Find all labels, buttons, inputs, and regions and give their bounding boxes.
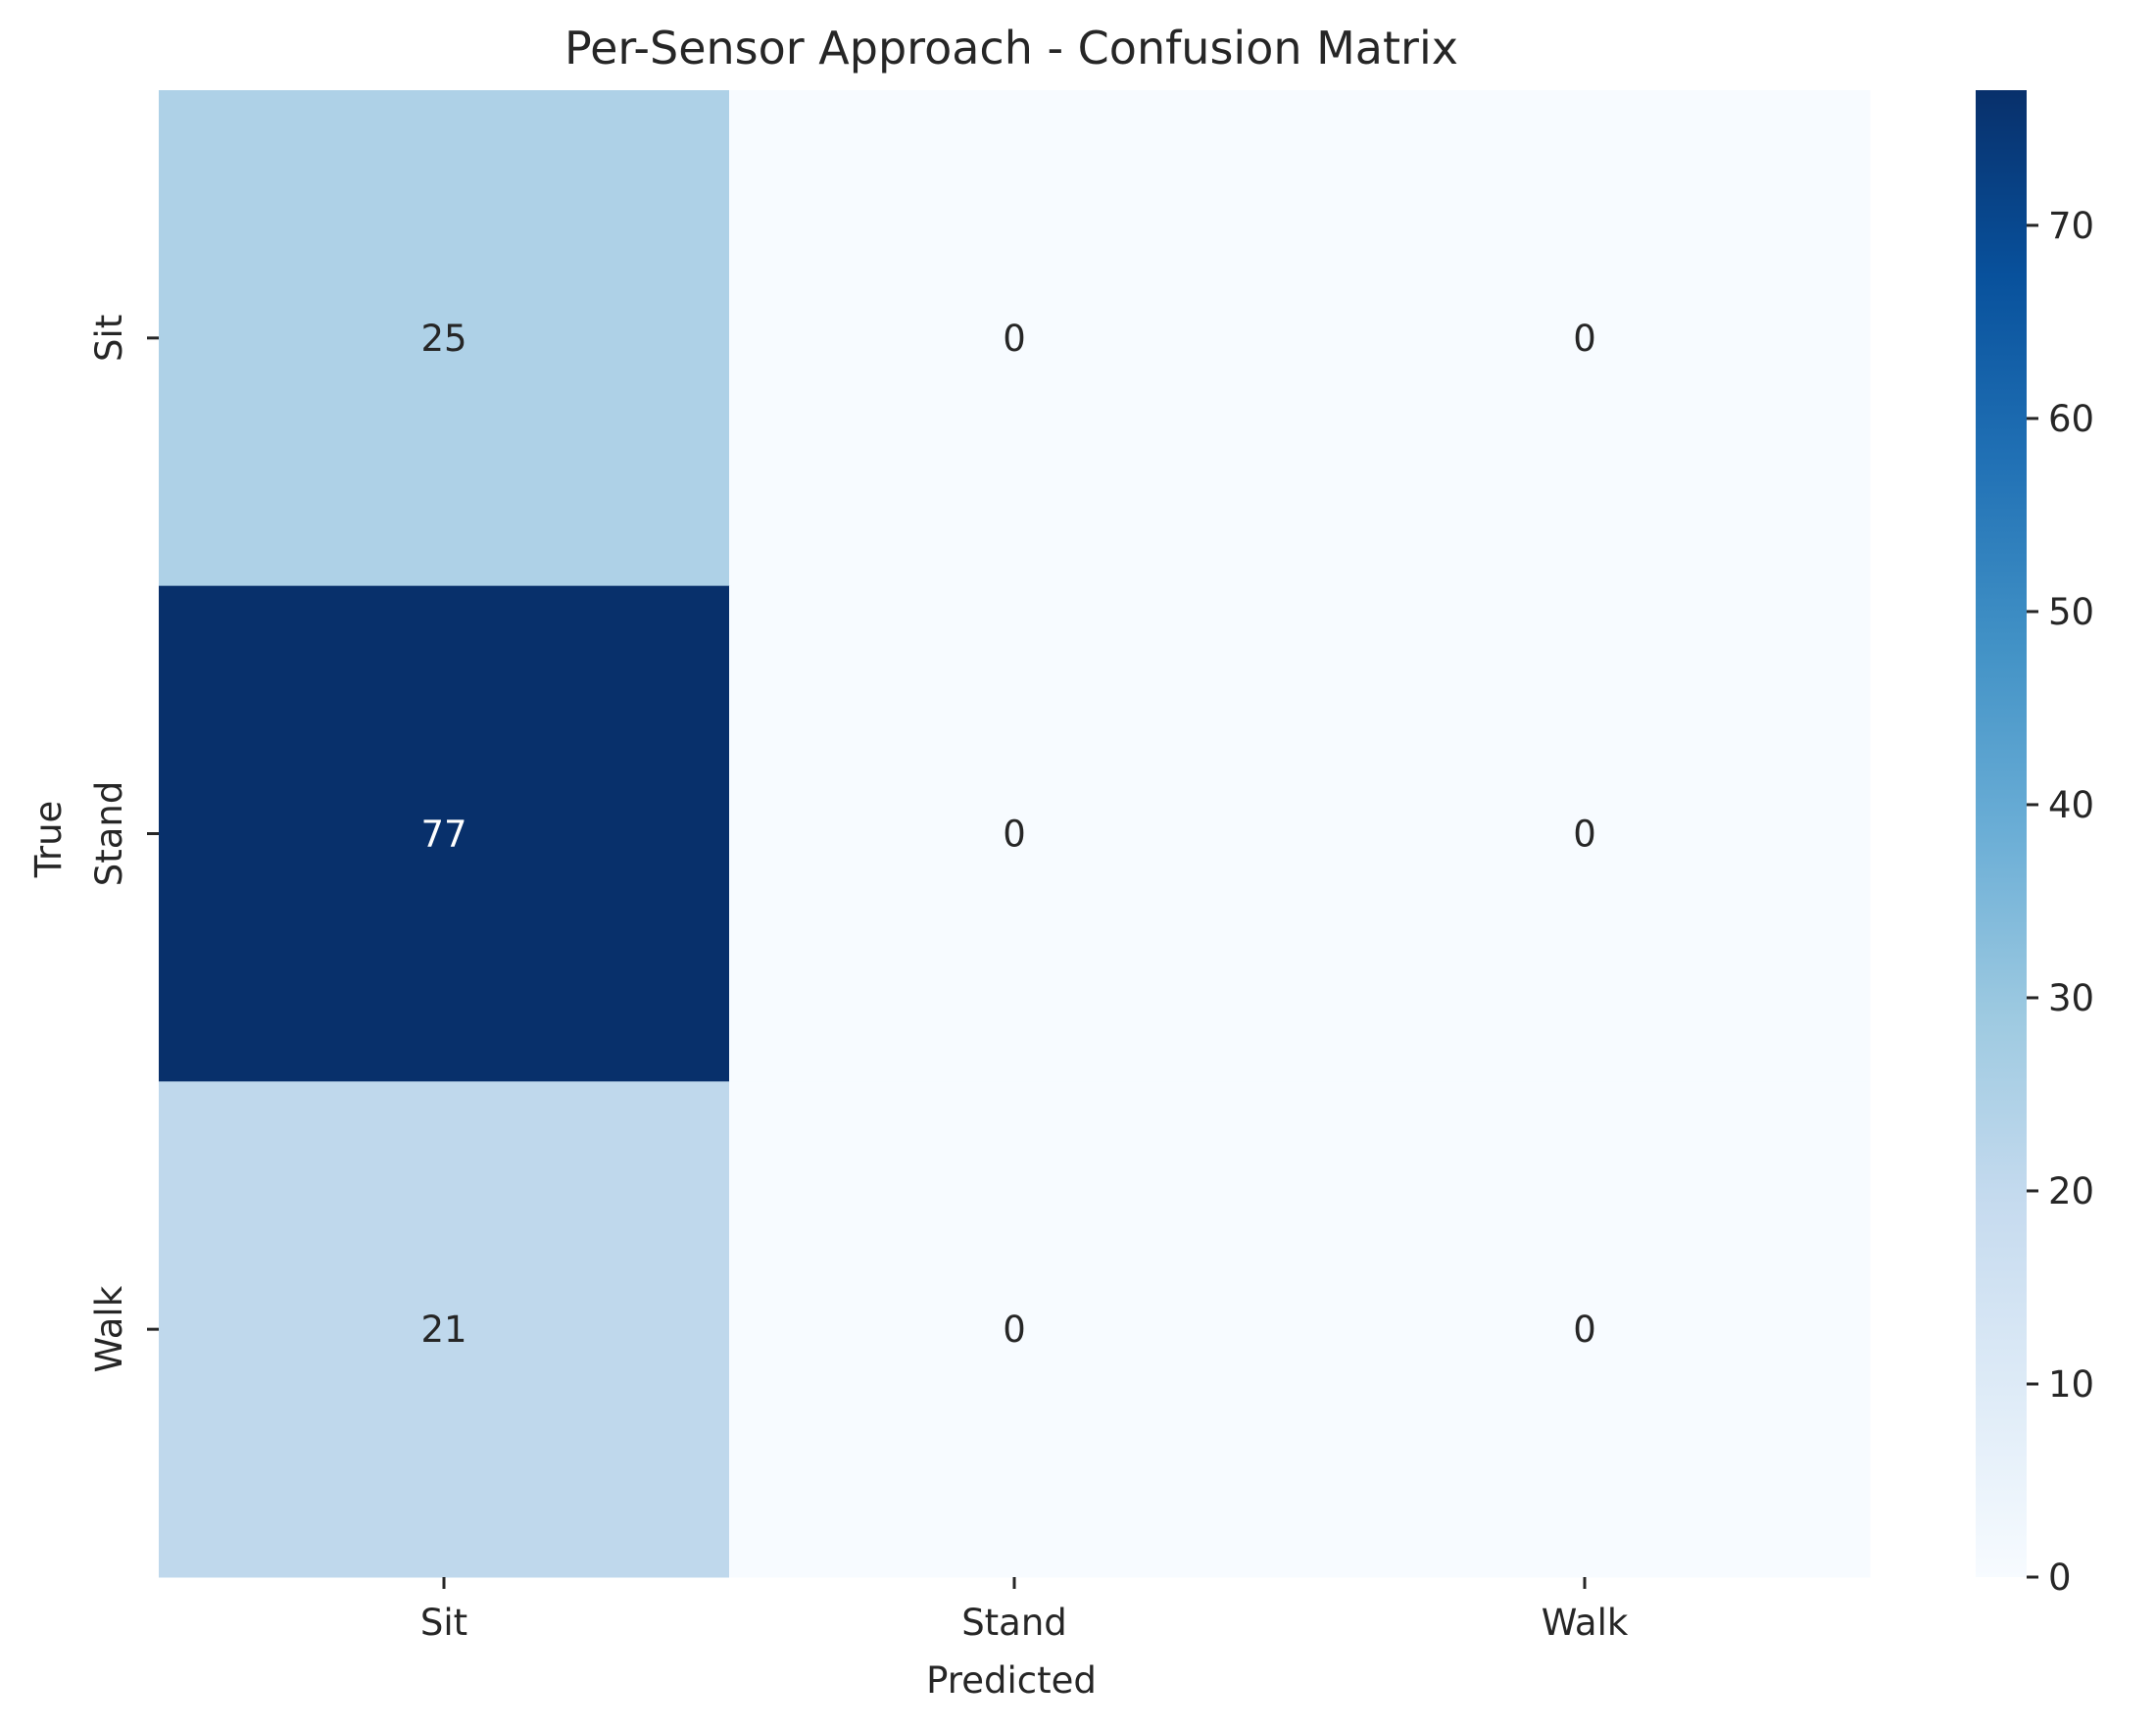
heatmap-cell xyxy=(1299,1081,1871,1578)
cell-value-label: 0 xyxy=(1003,814,1026,856)
colorbar xyxy=(1976,90,2027,1577)
y-tick-label: Sit xyxy=(88,315,130,362)
cell-value-label: 0 xyxy=(1003,1309,1026,1351)
chart-title: Per-Sensor Approach - Confusion Matrix xyxy=(564,22,1458,74)
heatmap-cell xyxy=(159,585,730,1082)
cell-value-label: 0 xyxy=(1573,318,1596,360)
colorbar-ticks: 0 10 20 30 40 50 60 70 xyxy=(2027,205,2094,1599)
heatmap-cell xyxy=(1299,90,1871,587)
cell-value-label: 25 xyxy=(420,318,466,360)
x-axis-ticks: Sit Stand Walk xyxy=(420,1577,1629,1644)
heatmap-cell xyxy=(729,585,1300,1082)
heatmap-cell xyxy=(729,90,1300,587)
cell-value-label: 0 xyxy=(1573,814,1596,856)
colorbar-tick-label: 10 xyxy=(2048,1363,2094,1406)
heatmap-cell xyxy=(729,1081,1300,1578)
colorbar-tick-label: 50 xyxy=(2048,591,2094,633)
x-tick-label: Stand xyxy=(961,1602,1067,1644)
x-tick-label: Sit xyxy=(420,1602,467,1644)
y-axis-ticks: Sit Stand Walk xyxy=(88,315,159,1372)
heatmap-cell xyxy=(159,90,730,587)
y-tick-label: Stand xyxy=(88,781,130,887)
colorbar-tick-label: 20 xyxy=(2048,1170,2094,1212)
cell-value-label: 0 xyxy=(1573,1309,1596,1351)
colorbar-tick-label: 30 xyxy=(2048,977,2094,1019)
x-axis-label: Predicted xyxy=(926,1659,1097,1702)
heatmap-annotations: 25 0 0 77 0 0 21 0 0 xyxy=(420,318,1595,1351)
y-tick-label: Walk xyxy=(88,1285,130,1372)
colorbar-tick-label: 60 xyxy=(2048,398,2094,440)
cell-value-label: 77 xyxy=(420,814,466,856)
heatmap-cells xyxy=(159,90,1871,1578)
colorbar-tick-label: 0 xyxy=(2048,1557,2072,1599)
heatmap-cell xyxy=(1299,585,1871,1082)
cell-value-label: 0 xyxy=(1003,318,1026,360)
colorbar-tick-label: 40 xyxy=(2048,784,2094,826)
cell-value-label: 21 xyxy=(420,1309,466,1351)
heatmap-cell xyxy=(159,1081,730,1578)
colorbar-tick-label: 70 xyxy=(2048,205,2094,247)
x-tick-label: Walk xyxy=(1542,1602,1629,1644)
y-axis-label: True xyxy=(27,801,70,879)
